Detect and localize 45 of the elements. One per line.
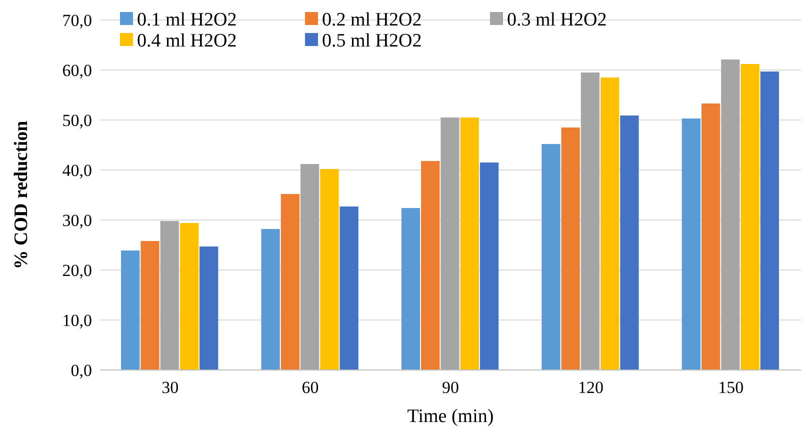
y-tick-label: 10,0 <box>62 310 92 330</box>
bar <box>480 162 499 370</box>
y-tick-label: 70,0 <box>62 10 92 30</box>
y-tick-label: 20,0 <box>62 260 92 280</box>
bar <box>421 161 440 370</box>
bar <box>542 144 560 370</box>
legend-label: 0.3 ml H2O2 <box>507 10 607 31</box>
bar <box>180 223 199 370</box>
bar <box>300 164 320 370</box>
bar <box>140 241 160 370</box>
bar <box>760 72 779 370</box>
legend-label: 0.4 ml H2O2 <box>137 30 237 52</box>
x-tick-label: 150 <box>718 378 744 397</box>
x-axis-title: Time (min) <box>407 406 494 427</box>
bar <box>561 128 580 370</box>
bar <box>200 246 218 370</box>
x-tick-label: 90 <box>442 378 459 397</box>
y-tick-label: 50,0 <box>62 110 92 130</box>
bar <box>580 72 600 370</box>
bar <box>600 78 620 370</box>
y-axis-title: % COD reduction <box>11 120 32 270</box>
bar <box>620 116 639 370</box>
bar <box>160 221 179 370</box>
y-tick-label: 30,0 <box>62 210 92 230</box>
bar <box>401 208 420 370</box>
legend-label: 0.2 ml H2O2 <box>322 10 422 31</box>
legend-label: 0.1 ml H2O2 <box>137 10 237 31</box>
y-tick-label: 40,0 <box>62 160 92 180</box>
y-tick-label: 0,0 <box>70 360 92 380</box>
bar <box>701 104 720 370</box>
bar <box>280 194 300 370</box>
bar <box>340 206 358 370</box>
bar <box>121 250 140 370</box>
bar <box>460 118 479 370</box>
legend-label: 0.5 ml H2O2 <box>322 30 422 52</box>
bar <box>320 169 339 370</box>
x-tick-label: 120 <box>578 378 604 397</box>
bar <box>721 60 740 370</box>
bar <box>740 64 760 370</box>
bar <box>682 118 700 370</box>
bar <box>440 118 460 370</box>
bar <box>261 229 280 370</box>
x-tick-label: 30 <box>162 378 179 397</box>
x-tick-label: 60 <box>302 378 319 397</box>
y-tick-label: 60,0 <box>62 60 92 80</box>
